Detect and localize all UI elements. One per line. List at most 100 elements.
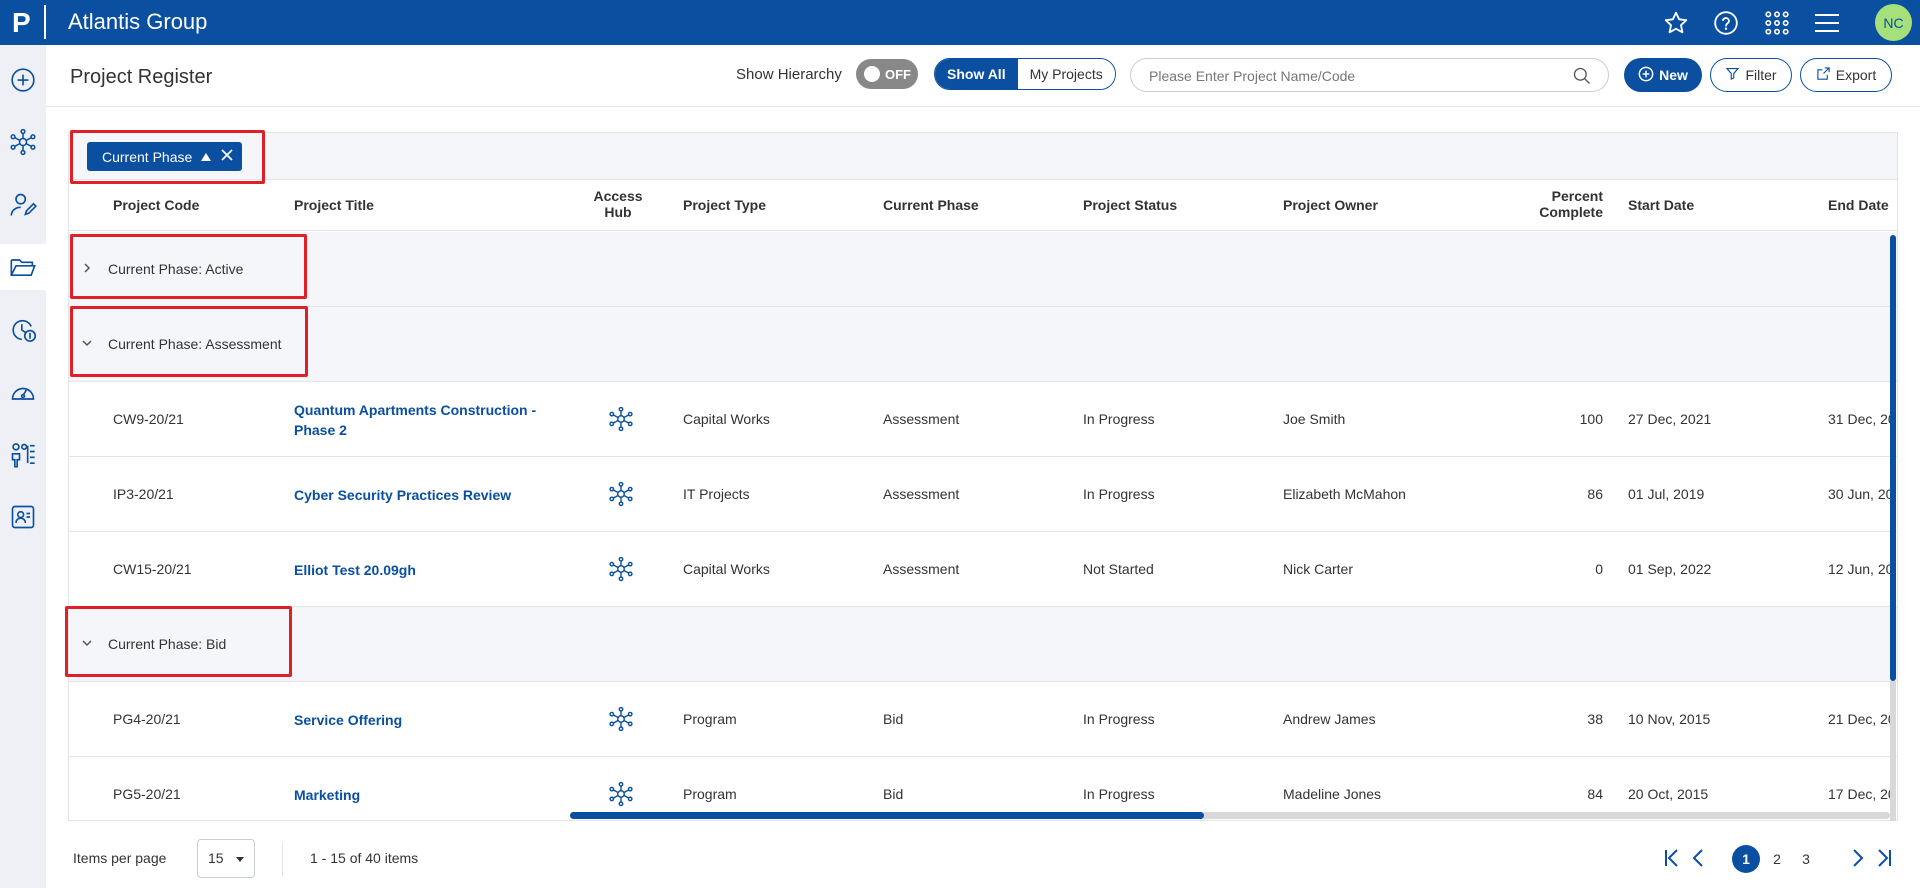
header-current-phase[interactable]: Current Phase (883, 197, 979, 213)
search-input[interactable] (1149, 66, 1549, 86)
header-project-code[interactable]: Project Code (113, 197, 200, 213)
sort-ascending-icon[interactable] (200, 149, 212, 165)
group-row-active[interactable]: Current Phase: Active (69, 232, 1897, 307)
vertical-scrollbar-thumb[interactable] (1890, 235, 1896, 681)
cell-project-type: Capital Works (683, 561, 770, 577)
add-circle-icon[interactable] (0, 57, 46, 103)
cell-project-status: Not Started (1083, 561, 1154, 577)
header-access-hub-line2: Hub (604, 204, 632, 220)
search-icon[interactable] (1572, 66, 1592, 91)
header-percent-line2: Complete (1539, 204, 1603, 220)
cell-project-status: In Progress (1083, 711, 1155, 727)
plus-circle-icon (1638, 66, 1654, 85)
header-project-status[interactable]: Project Status (1083, 197, 1178, 213)
page-title: Project Register (70, 66, 213, 88)
header-project-owner[interactable]: Project Owner (1283, 197, 1378, 213)
left-nav-rail (0, 45, 46, 888)
menu-icon[interactable] (1813, 9, 1841, 37)
contact-card-icon[interactable] (0, 494, 46, 540)
header-access-hub-line1: Access (593, 188, 643, 204)
cell-percent-complete: 100 (1579, 411, 1603, 427)
new-project-button[interactable]: New (1624, 58, 1702, 92)
header-start-date[interactable]: Start Date (1628, 197, 1695, 213)
page-2-button[interactable]: 2 (1773, 851, 1781, 867)
cell-start-date: 01 Sep, 2022 (1628, 561, 1712, 577)
app-logo[interactable]: P (12, 7, 31, 38)
export-button[interactable]: Export (1800, 58, 1892, 92)
header-percent-complete[interactable]: Percent Complete (1503, 188, 1603, 220)
help-icon[interactable] (1712, 9, 1740, 37)
access-hub-icon[interactable] (608, 481, 634, 510)
project-title-link[interactable]: Marketing (294, 787, 361, 803)
show-hierarchy-label: Show Hierarchy (736, 66, 842, 83)
cell-current-phase: Assessment (883, 411, 960, 427)
group-chip-current-phase[interactable]: Current Phase (87, 142, 243, 171)
cell-project-type: Capital Works (683, 411, 770, 427)
toggle-knob (864, 66, 880, 82)
filter-icon (1725, 66, 1740, 84)
horizontal-scrollbar-track[interactable] (570, 812, 1890, 819)
header-end-date[interactable]: End Date (1828, 197, 1889, 213)
user-edit-icon[interactable] (0, 182, 46, 228)
org-people-icon[interactable] (0, 432, 46, 478)
filter-button[interactable]: Filter (1710, 58, 1792, 92)
header-percent-line1: Percent (1551, 188, 1603, 204)
previous-page-icon[interactable] (1686, 846, 1710, 870)
toggle-state-label: OFF (885, 67, 911, 82)
cell-start-date: 20 Oct, 2015 (1628, 786, 1709, 802)
cell-percent-complete: 38 (1587, 711, 1603, 727)
my-projects-button[interactable]: My Projects (1017, 59, 1115, 89)
user-avatar[interactable]: NC (1875, 4, 1912, 41)
project-title-link[interactable]: Service Offering (294, 712, 403, 728)
next-page-icon[interactable] (1846, 846, 1870, 870)
project-title-link[interactable]: Quantum Apartments Construction - Phase … (294, 400, 536, 440)
cell-project-code: IP3-20/21 (113, 486, 174, 502)
clock-dollar-icon[interactable] (0, 307, 46, 353)
vertical-scrollbar-track[interactable] (1890, 681, 1896, 821)
cell-project-status: In Progress (1083, 411, 1155, 427)
cell-project-status: In Progress (1083, 486, 1155, 502)
folder-open-icon[interactable] (0, 244, 46, 290)
pagination-range: 1 - 15 of 40 items (310, 850, 419, 866)
group-row-assessment[interactable]: Current Phase: Assessment (69, 307, 1897, 382)
star-icon[interactable] (1662, 9, 1690, 37)
show-all-button[interactable]: Show All (935, 59, 1018, 89)
project-title-link[interactable]: Elliot Test 20.09gh (294, 562, 416, 578)
page-3-button[interactable]: 3 (1802, 851, 1810, 867)
filter-label: Filter (1745, 67, 1777, 83)
horizontal-scrollbar-thumb[interactable] (570, 812, 1204, 819)
chevron-down-icon[interactable] (81, 636, 93, 654)
header-project-title[interactable]: Project Title (294, 197, 374, 213)
items-per-page-select[interactable]: 15 (197, 839, 255, 878)
chevron-down-icon[interactable] (81, 336, 93, 354)
project-title-link[interactable]: Cyber Security Practices Review (294, 487, 512, 503)
cell-project-code: CW9-20/21 (113, 411, 184, 427)
caret-down-icon (236, 857, 244, 862)
group-row-bid[interactable]: Current Phase: Bid (69, 607, 1897, 682)
page-1-button[interactable]: 1 (1732, 845, 1760, 873)
table-row: PG4-20/21 Service Offering Program Bid I… (69, 682, 1897, 757)
network-hub-icon[interactable] (0, 119, 46, 165)
cell-percent-complete: 86 (1587, 486, 1603, 502)
access-hub-icon[interactable] (608, 706, 634, 735)
table-row: CW9-20/21 Quantum Apartments Constructio… (69, 382, 1897, 457)
group-chip-label: Current Phase (102, 148, 193, 165)
access-hub-icon[interactable] (608, 781, 634, 810)
cell-current-phase: Assessment (883, 561, 960, 577)
cell-project-owner: Joe Smith (1283, 411, 1346, 427)
last-page-icon[interactable] (1872, 846, 1896, 870)
cell-project-code: CW15-20/21 (113, 561, 192, 577)
chevron-right-icon[interactable] (81, 261, 93, 279)
first-page-icon[interactable] (1660, 846, 1684, 870)
header-project-type[interactable]: Project Type (683, 197, 766, 213)
header-access-hub[interactable]: Access Hub (588, 188, 648, 220)
access-hub-icon[interactable] (608, 556, 634, 585)
cell-project-owner: Andrew James (1283, 711, 1376, 727)
apps-grid-icon[interactable] (1763, 9, 1791, 37)
access-hub-icon[interactable] (608, 406, 634, 435)
cell-end-date: 17 Dec, 20 (1828, 786, 1896, 802)
cell-start-date: 01 Jul, 2019 (1628, 486, 1705, 502)
hierarchy-toggle[interactable]: OFF (856, 59, 918, 89)
close-icon[interactable] (220, 148, 234, 165)
gauge-icon[interactable] (0, 369, 46, 415)
